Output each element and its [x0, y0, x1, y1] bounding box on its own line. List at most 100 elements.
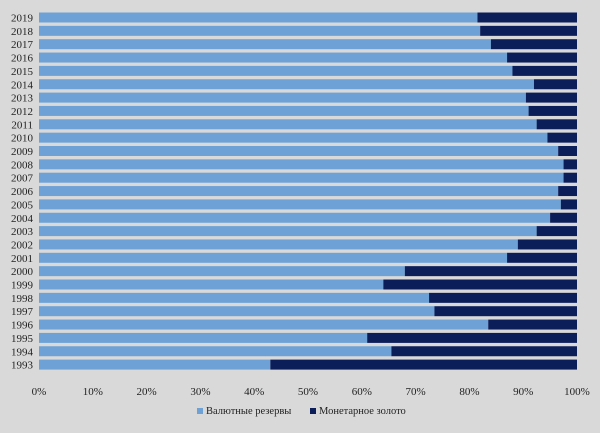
legend-swatch — [197, 408, 203, 414]
bar-segment-monetary-gold — [558, 186, 577, 197]
y-tick-label: 1994 — [11, 346, 34, 358]
bar-segment-currency-reserves — [39, 159, 564, 170]
y-tick-label: 1996 — [11, 320, 34, 332]
bar-segment-monetary-gold — [512, 65, 577, 76]
bar-segment-monetary-gold — [525, 92, 577, 103]
y-tick-label: 1997 — [11, 306, 34, 318]
x-tick-label: 50% — [298, 386, 318, 398]
legend-item-monetary-gold: Монетарное золото — [310, 406, 406, 417]
bar-segment-currency-reserves — [39, 239, 518, 250]
bar-segment-currency-reserves — [39, 92, 526, 103]
bar-segment-monetary-gold — [429, 292, 577, 303]
bar-segment-monetary-gold — [507, 52, 577, 63]
bar-segment-monetary-gold — [477, 12, 577, 23]
bar-segment-monetary-gold — [434, 306, 577, 317]
bar-segment-currency-reserves — [39, 105, 529, 116]
bar-segment-monetary-gold — [550, 212, 577, 223]
x-tick-label: 0% — [32, 386, 47, 398]
x-tick-label: 60% — [352, 386, 372, 398]
bar-segment-monetary-gold — [517, 239, 577, 250]
bar-segment-monetary-gold — [480, 25, 577, 36]
y-tick-label: 2016 — [11, 53, 34, 65]
bar-segment-currency-reserves — [39, 25, 481, 36]
bar-segment-monetary-gold — [490, 39, 577, 50]
y-tick-label: 2009 — [11, 146, 34, 158]
y-tick-label: 2010 — [11, 133, 34, 145]
bar-segment-currency-reserves — [39, 279, 384, 290]
y-tick-label: 2017 — [11, 39, 34, 51]
y-tick-label: 2014 — [11, 79, 34, 91]
y-tick-label: 1998 — [11, 293, 34, 305]
y-tick-label: 2005 — [11, 199, 34, 211]
bar-segment-monetary-gold — [404, 266, 577, 277]
y-tick-label: 2004 — [11, 213, 34, 225]
bar-segment-currency-reserves — [39, 266, 405, 277]
y-tick-label: 2001 — [11, 253, 33, 265]
y-tick-label: 2008 — [11, 159, 34, 171]
y-tick-label: 2012 — [11, 106, 33, 118]
bar-segment-currency-reserves — [39, 52, 508, 63]
y-tick-label: 2000 — [11, 266, 34, 278]
bar-segment-currency-reserves — [39, 65, 513, 76]
bar-segment-currency-reserves — [39, 319, 489, 330]
bar-segment-monetary-gold — [507, 252, 577, 263]
y-tick-label: 2019 — [11, 13, 34, 25]
bar-segment-monetary-gold — [563, 159, 577, 170]
bar-segment-currency-reserves — [39, 132, 548, 143]
bar-segment-currency-reserves — [39, 199, 561, 210]
x-tick-label: 10% — [83, 386, 103, 398]
y-tick-label: 2013 — [11, 93, 34, 105]
bar-segment-currency-reserves — [39, 186, 559, 197]
bar-segment-currency-reserves — [39, 119, 537, 130]
legend-swatch — [310, 408, 316, 414]
y-tick-label: 2018 — [11, 26, 34, 38]
x-tick-label: 30% — [190, 386, 210, 398]
bar-segment-monetary-gold — [563, 172, 577, 183]
bar-segment-monetary-gold — [528, 105, 577, 116]
bar-segment-monetary-gold — [533, 79, 577, 90]
bar-segment-currency-reserves — [39, 359, 271, 370]
bar-segment-monetary-gold — [488, 319, 577, 330]
bar-segment-currency-reserves — [39, 12, 478, 23]
bar-segment-monetary-gold — [558, 146, 577, 156]
bar-segment-monetary-gold — [367, 332, 577, 343]
y-tick-label: 2011 — [11, 119, 33, 131]
bar-segment-currency-reserves — [39, 79, 534, 90]
bar-segment-monetary-gold — [270, 359, 577, 370]
bar-segment-monetary-gold — [536, 226, 577, 237]
bar-segment-currency-reserves — [39, 226, 537, 237]
bar-segment-currency-reserves — [39, 172, 564, 183]
bar-segment-monetary-gold — [547, 132, 577, 143]
bars-layer — [39, 12, 577, 370]
bar-segment-currency-reserves — [39, 252, 508, 263]
y-tick-label: 1999 — [11, 280, 34, 292]
y-tick-label: 2003 — [11, 226, 34, 238]
x-tick-label: 20% — [137, 386, 157, 398]
y-tick-label: 2015 — [11, 66, 34, 78]
legend: Валютные резервы Монетарное золото — [197, 406, 406, 417]
bar-segment-currency-reserves — [39, 346, 392, 357]
y-tick-label: 2006 — [11, 186, 34, 198]
x-tick-label: 80% — [459, 386, 479, 398]
bar-segment-monetary-gold — [536, 119, 577, 130]
bar-segment-monetary-gold — [391, 346, 577, 357]
x-tick-label: 70% — [406, 386, 426, 398]
bar-segment-monetary-gold — [560, 199, 577, 210]
y-tick-label: 1993 — [11, 360, 34, 372]
y-tick-label: 1995 — [11, 333, 34, 345]
bar-segment-currency-reserves — [39, 146, 559, 156]
bar-segment-monetary-gold — [383, 279, 577, 290]
y-tick-label: 2007 — [11, 173, 34, 185]
x-tick-label: 100% — [564, 386, 590, 398]
bar-segment-currency-reserves — [39, 306, 435, 317]
legend-label: Монетарное золото — [319, 406, 406, 417]
x-tick-label: 90% — [513, 386, 533, 398]
y-tick-label: 2002 — [11, 239, 33, 251]
legend-item-currency-reserves: Валютные резервы — [197, 406, 291, 417]
legend-label: Валютные резервы — [206, 406, 291, 417]
bar-segment-currency-reserves — [39, 292, 430, 303]
bar-segment-currency-reserves — [39, 39, 491, 50]
